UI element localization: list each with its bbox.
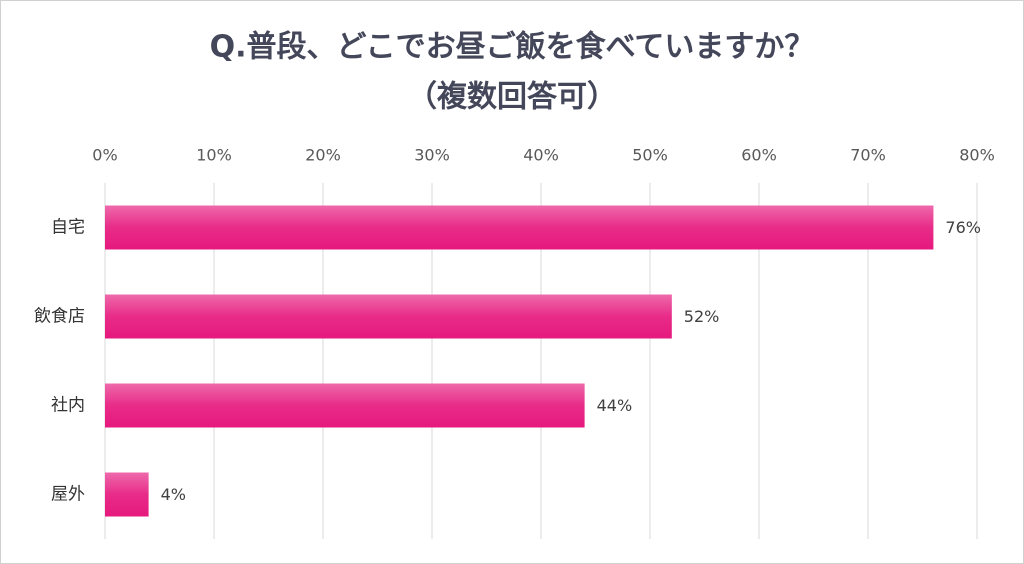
x-tick-label: 30% xyxy=(414,146,450,165)
data-label: 4% xyxy=(161,485,186,504)
bar xyxy=(105,294,672,339)
chart-subtitle: （複数回答可） xyxy=(407,80,617,115)
bar xyxy=(105,472,149,517)
x-tick-label: 20% xyxy=(305,146,341,165)
x-tick-label: 80% xyxy=(959,146,995,165)
x-tick-label: 0% xyxy=(92,146,117,165)
data-label: 76% xyxy=(945,218,981,237)
bar xyxy=(105,205,934,250)
data-label: 52% xyxy=(684,307,720,326)
y-tick-label: 社内 xyxy=(51,396,85,416)
x-tick-label: 70% xyxy=(850,146,886,165)
y-tick-label: 屋外 xyxy=(51,485,85,505)
x-tick-label: 40% xyxy=(523,146,559,165)
y-tick-label: 飲食店 xyxy=(34,307,85,327)
bar xyxy=(105,383,585,428)
y-tick-label: 自宅 xyxy=(51,218,85,238)
x-tick-label: 60% xyxy=(741,146,777,165)
data-label: 44% xyxy=(597,396,633,415)
x-tick-label: 10% xyxy=(196,146,232,165)
chart-title: Q.普段、どこでお昼ご飯を食べていますか？ xyxy=(210,30,815,65)
x-tick-label: 50% xyxy=(632,146,668,165)
